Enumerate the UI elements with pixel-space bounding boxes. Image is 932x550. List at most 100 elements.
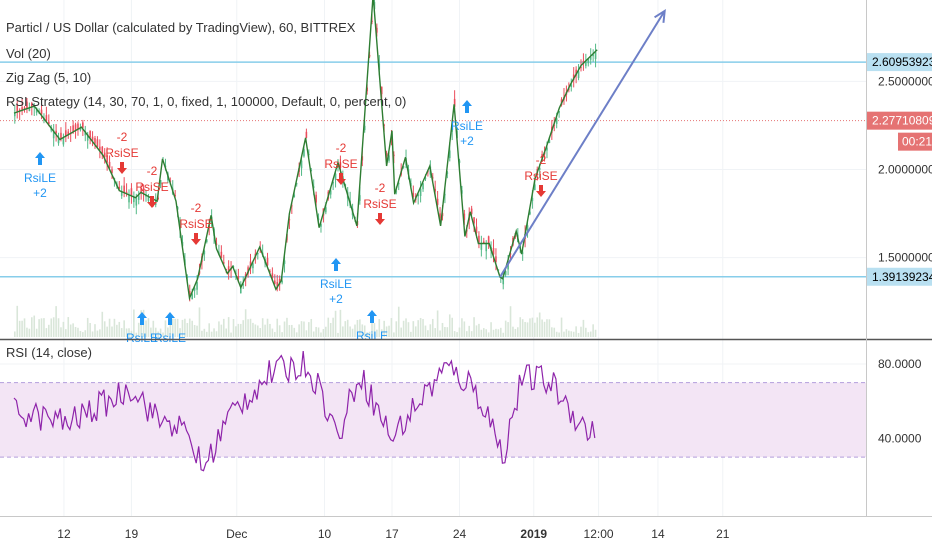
countdown-label: 00:21	[902, 135, 932, 149]
candle-body	[137, 195, 140, 200]
candle-body	[276, 282, 279, 289]
volume-bar	[152, 320, 155, 337]
volume-bar	[558, 332, 560, 337]
price-tick-label: 2.50000000	[878, 74, 932, 88]
candle-body	[16, 104, 19, 113]
candle-body	[300, 160, 303, 169]
signal-qty: -2	[117, 130, 128, 144]
candle-body	[383, 124, 385, 126]
volume-bar	[179, 328, 181, 337]
volume-bar	[582, 319, 585, 337]
volume-bar	[465, 331, 468, 337]
volume-bar	[101, 311, 104, 337]
sell-signal[interactable]: -2 RsiSE	[324, 141, 358, 185]
volume-bar	[28, 328, 31, 337]
volume-bar	[570, 331, 573, 337]
volume-bar	[470, 331, 473, 337]
volume-bar	[456, 332, 458, 337]
sell-signal[interactable]: -2 RsiSE	[105, 130, 139, 174]
candle-body	[82, 122, 84, 128]
sell-signal[interactable]: -2 RsiSE	[135, 164, 169, 208]
volume-bar	[526, 322, 529, 337]
time-tick-label: 12:00	[584, 527, 614, 541]
candle-body	[395, 191, 398, 193]
time-tick-label: 19	[125, 527, 139, 541]
resistance-tag-label: 2.60953923	[872, 55, 932, 69]
sell-signal[interactable]: -2 RsiSE	[179, 201, 213, 245]
volume-bar	[371, 320, 373, 337]
buy-signal[interactable]: RsiLE	[154, 312, 186, 345]
arrow-up-icon	[137, 312, 147, 325]
candle-body	[485, 243, 488, 252]
volume-bar	[424, 325, 427, 337]
volume-bar	[257, 325, 259, 337]
sell-signal[interactable]: -2 RsiSE	[524, 153, 558, 197]
candle-body	[502, 278, 505, 285]
volume-bar	[373, 323, 376, 337]
arrow-down-icon	[117, 162, 127, 174]
candle-body	[531, 198, 534, 202]
volume-bar	[130, 330, 133, 337]
time-tick-label: 24	[453, 527, 467, 541]
strategy-legend[interactable]: RSI Strategy (14, 30, 70, 1, 0, fixed, 1…	[6, 94, 407, 109]
volume-bar	[346, 319, 349, 337]
volume-bar	[305, 330, 308, 337]
candle-body	[436, 198, 439, 205]
signal-label: RsiLE	[356, 329, 388, 343]
time-axis[interactable]: 12 19 Dec 10 17 24 2019 12:00 14 21	[57, 527, 729, 541]
volume-bar	[203, 328, 206, 337]
arrow-up-icon	[462, 100, 472, 113]
trend-line[interactable]	[499, 10, 666, 278]
volume-bar	[492, 329, 495, 337]
volume-bar	[79, 330, 82, 337]
volume-bar	[538, 312, 541, 337]
volume-bar	[482, 328, 485, 337]
volume-bar	[278, 325, 281, 337]
zigzag-legend[interactable]: Zig Zag (5, 10)	[6, 70, 92, 85]
volume-bar	[397, 306, 400, 337]
candle-body	[193, 287, 196, 291]
volume-bar	[312, 331, 315, 337]
volume-bar	[458, 327, 461, 337]
volume-bar	[504, 320, 507, 337]
volume-legend[interactable]: Vol (20)	[6, 46, 51, 61]
volume-bar	[451, 317, 453, 337]
candle-body	[94, 138, 96, 144]
volume-bar	[164, 320, 167, 337]
volume-bar	[244, 309, 247, 337]
volume-bar	[111, 326, 113, 337]
candle-body	[103, 152, 106, 158]
candle-body	[337, 165, 339, 167]
volume-bar	[169, 318, 172, 337]
volume-bar	[242, 320, 245, 337]
price-scale[interactable]: 2.50000000 2.00000000 1.50000000	[878, 74, 932, 264]
candle-body	[174, 195, 176, 197]
candle-body	[31, 103, 33, 108]
volume-bar	[186, 323, 189, 337]
sell-signal[interactable]: -2 RsiSE	[363, 181, 397, 225]
volume-bar	[461, 318, 463, 337]
candle-body	[580, 66, 582, 68]
candle-body	[133, 196, 135, 203]
volume-bar	[572, 331, 575, 337]
volume-bar	[106, 326, 108, 337]
candle-body	[402, 166, 405, 168]
candle-body	[106, 155, 108, 163]
volume-bar	[188, 318, 191, 337]
rsi-scale[interactable]: 80.0000 40.0000	[878, 357, 922, 446]
candle-body	[480, 243, 483, 250]
buy-signal[interactable]: RsiLE+2	[451, 100, 483, 148]
rsi-legend[interactable]: RSI (14, close)	[6, 345, 92, 360]
volume-bar	[55, 306, 57, 337]
buy-signal[interactable]: RsiLE	[126, 312, 158, 345]
volume-bar	[448, 314, 451, 337]
time-tick-label: Dec	[226, 527, 247, 541]
volume-bar	[308, 322, 310, 337]
volume-bar	[84, 330, 87, 337]
buy-signal[interactable]: RsiLE+2	[24, 152, 56, 200]
volume-bar	[249, 318, 252, 337]
volume-bar	[300, 321, 303, 337]
buy-signal[interactable]: RsiLE+2	[320, 258, 352, 306]
volume-bar	[239, 323, 242, 337]
